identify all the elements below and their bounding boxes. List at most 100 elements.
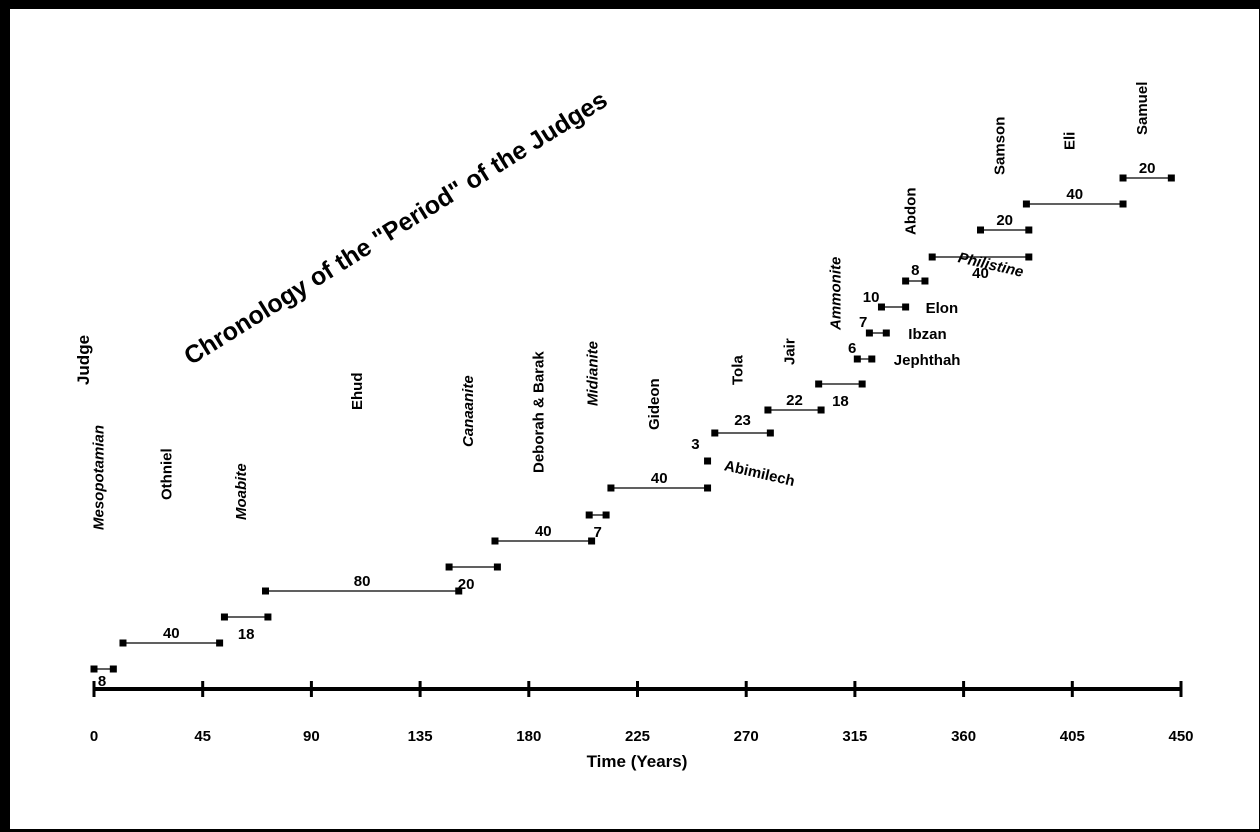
judge-periods: 8 Mesopotamian 40 Othniel 18 Moabite 80 Ehud 20 C… — [90, 82, 1175, 690]
start-marker — [491, 537, 499, 545]
x-axis-title: Time (Years) — [587, 752, 688, 771]
period-name-label: Othniel — [158, 448, 175, 500]
x-tick-label: 0 — [90, 728, 98, 745]
period-name-label: Abimilech — [723, 457, 797, 490]
end-marker — [1119, 200, 1127, 208]
duration-label: 8 — [911, 262, 919, 279]
start-marker — [220, 613, 228, 621]
period-deborah-barak: 40 Deborah & Barak — [491, 351, 596, 545]
period-name-label: Ibzan — [908, 326, 946, 343]
end-marker — [1167, 174, 1175, 182]
period-name-label: Ammonite — [827, 257, 844, 331]
x-tick-label: 405 — [1060, 728, 1085, 745]
period-abimilech: 3 Abimilech — [691, 436, 796, 490]
end-marker — [588, 537, 596, 545]
period-name-label: Elon — [926, 300, 959, 317]
period-name-label: Ehud — [349, 373, 366, 411]
x-tick-label: 45 — [194, 728, 211, 745]
x-tick-label: 90 — [303, 728, 320, 745]
period-name-label: Philistine — [956, 249, 1025, 281]
start-marker — [90, 665, 98, 673]
end-marker — [602, 511, 610, 519]
x-tick-label: 360 — [951, 728, 976, 745]
start-marker — [764, 406, 772, 414]
duration-label: 23 — [734, 412, 751, 429]
period-name-label: Gideon — [646, 378, 663, 430]
x-tick-label: 135 — [408, 728, 433, 745]
duration-label: 40 — [972, 265, 989, 282]
period-midianite: 7 Midianite — [585, 341, 610, 541]
period-name-label: Samuel — [1134, 82, 1151, 135]
duration-label: 8 — [98, 673, 106, 690]
period-samson: 20 Samson — [977, 117, 1033, 234]
period-jephthah: 6 Jephthah — [848, 340, 961, 369]
end-marker — [921, 277, 929, 285]
duration-label: 40 — [1066, 186, 1083, 203]
x-tick-label: 180 — [516, 728, 541, 745]
period-jair: 22 Jair — [764, 338, 825, 414]
start-marker — [1119, 174, 1127, 182]
period-tola: 23 Tola — [711, 355, 774, 437]
start-marker — [607, 484, 615, 492]
duration-label: 3 — [691, 436, 699, 453]
duration-label: 80 — [354, 573, 371, 590]
end-marker — [216, 639, 224, 647]
period-ammonite: 18 Ammonite — [815, 257, 866, 410]
start-marker — [853, 355, 861, 363]
duration-label: 40 — [651, 470, 668, 487]
duration-label: 20 — [1139, 160, 1156, 177]
period-name-label: Moabite — [233, 463, 250, 520]
end-marker — [1025, 226, 1033, 234]
start-marker — [865, 329, 873, 337]
period-canaanite: 20 Canaanite — [445, 375, 501, 593]
period-gideon: 40 Gideon — [607, 378, 712, 492]
end-marker — [766, 429, 774, 437]
start-marker — [704, 457, 712, 465]
period-name-label: Tola — [730, 355, 747, 385]
end-marker — [1025, 253, 1033, 261]
x-axis: 0 45 90 135 180 225 270 315 360 405 450 — [90, 681, 1194, 745]
end-marker — [868, 355, 876, 363]
start-marker — [977, 226, 985, 234]
end-marker — [493, 563, 501, 571]
end-marker — [264, 613, 272, 621]
period-eli: 40 Eli — [1022, 132, 1127, 208]
start-marker — [119, 639, 127, 647]
duration-label: 20 — [996, 212, 1013, 229]
duration-label: 40 — [535, 523, 552, 540]
x-tick-label: 315 — [842, 728, 867, 745]
end-marker — [902, 303, 910, 311]
duration-label: 6 — [848, 340, 856, 357]
duration-label: 10 — [863, 289, 880, 306]
duration-label: 7 — [859, 314, 867, 331]
start-marker — [1022, 200, 1030, 208]
duration-label: 18 — [238, 626, 255, 643]
period-name-label: Deborah & Barak — [530, 351, 547, 473]
start-marker — [445, 563, 453, 571]
chart-title: Chronology of the "Period" of the Judges — [179, 86, 612, 371]
period-moabite: 18 Moabite — [220, 463, 272, 643]
start-marker — [711, 429, 719, 437]
period-ehud: 80 Ehud — [262, 373, 463, 595]
end-marker — [704, 484, 712, 492]
x-tick-label: 270 — [734, 728, 759, 745]
end-marker — [882, 329, 890, 337]
period-mesopotamian: 8 Mesopotamian — [90, 425, 117, 690]
duration-label: 20 — [458, 576, 475, 593]
y-axis-title: Judge — [74, 335, 93, 385]
period-name-label: Jair — [782, 338, 799, 365]
duration-label: 22 — [786, 392, 803, 409]
duration-label: 40 — [163, 625, 180, 642]
end-marker — [455, 587, 463, 595]
period-name-label: Midianite — [585, 341, 602, 406]
period-name-label: Mesopotamian — [91, 425, 108, 530]
period-name-label: Canaanite — [460, 375, 477, 447]
period-name-label: Samson — [992, 117, 1009, 175]
duration-label: 7 — [593, 524, 601, 541]
period-ibzan: 7 Ibzan — [859, 314, 947, 343]
period-name-label: Eli — [1062, 132, 1079, 150]
period-name-label: Jephthah — [894, 352, 961, 369]
x-tick-label: 450 — [1168, 728, 1193, 745]
start-marker — [928, 253, 936, 261]
